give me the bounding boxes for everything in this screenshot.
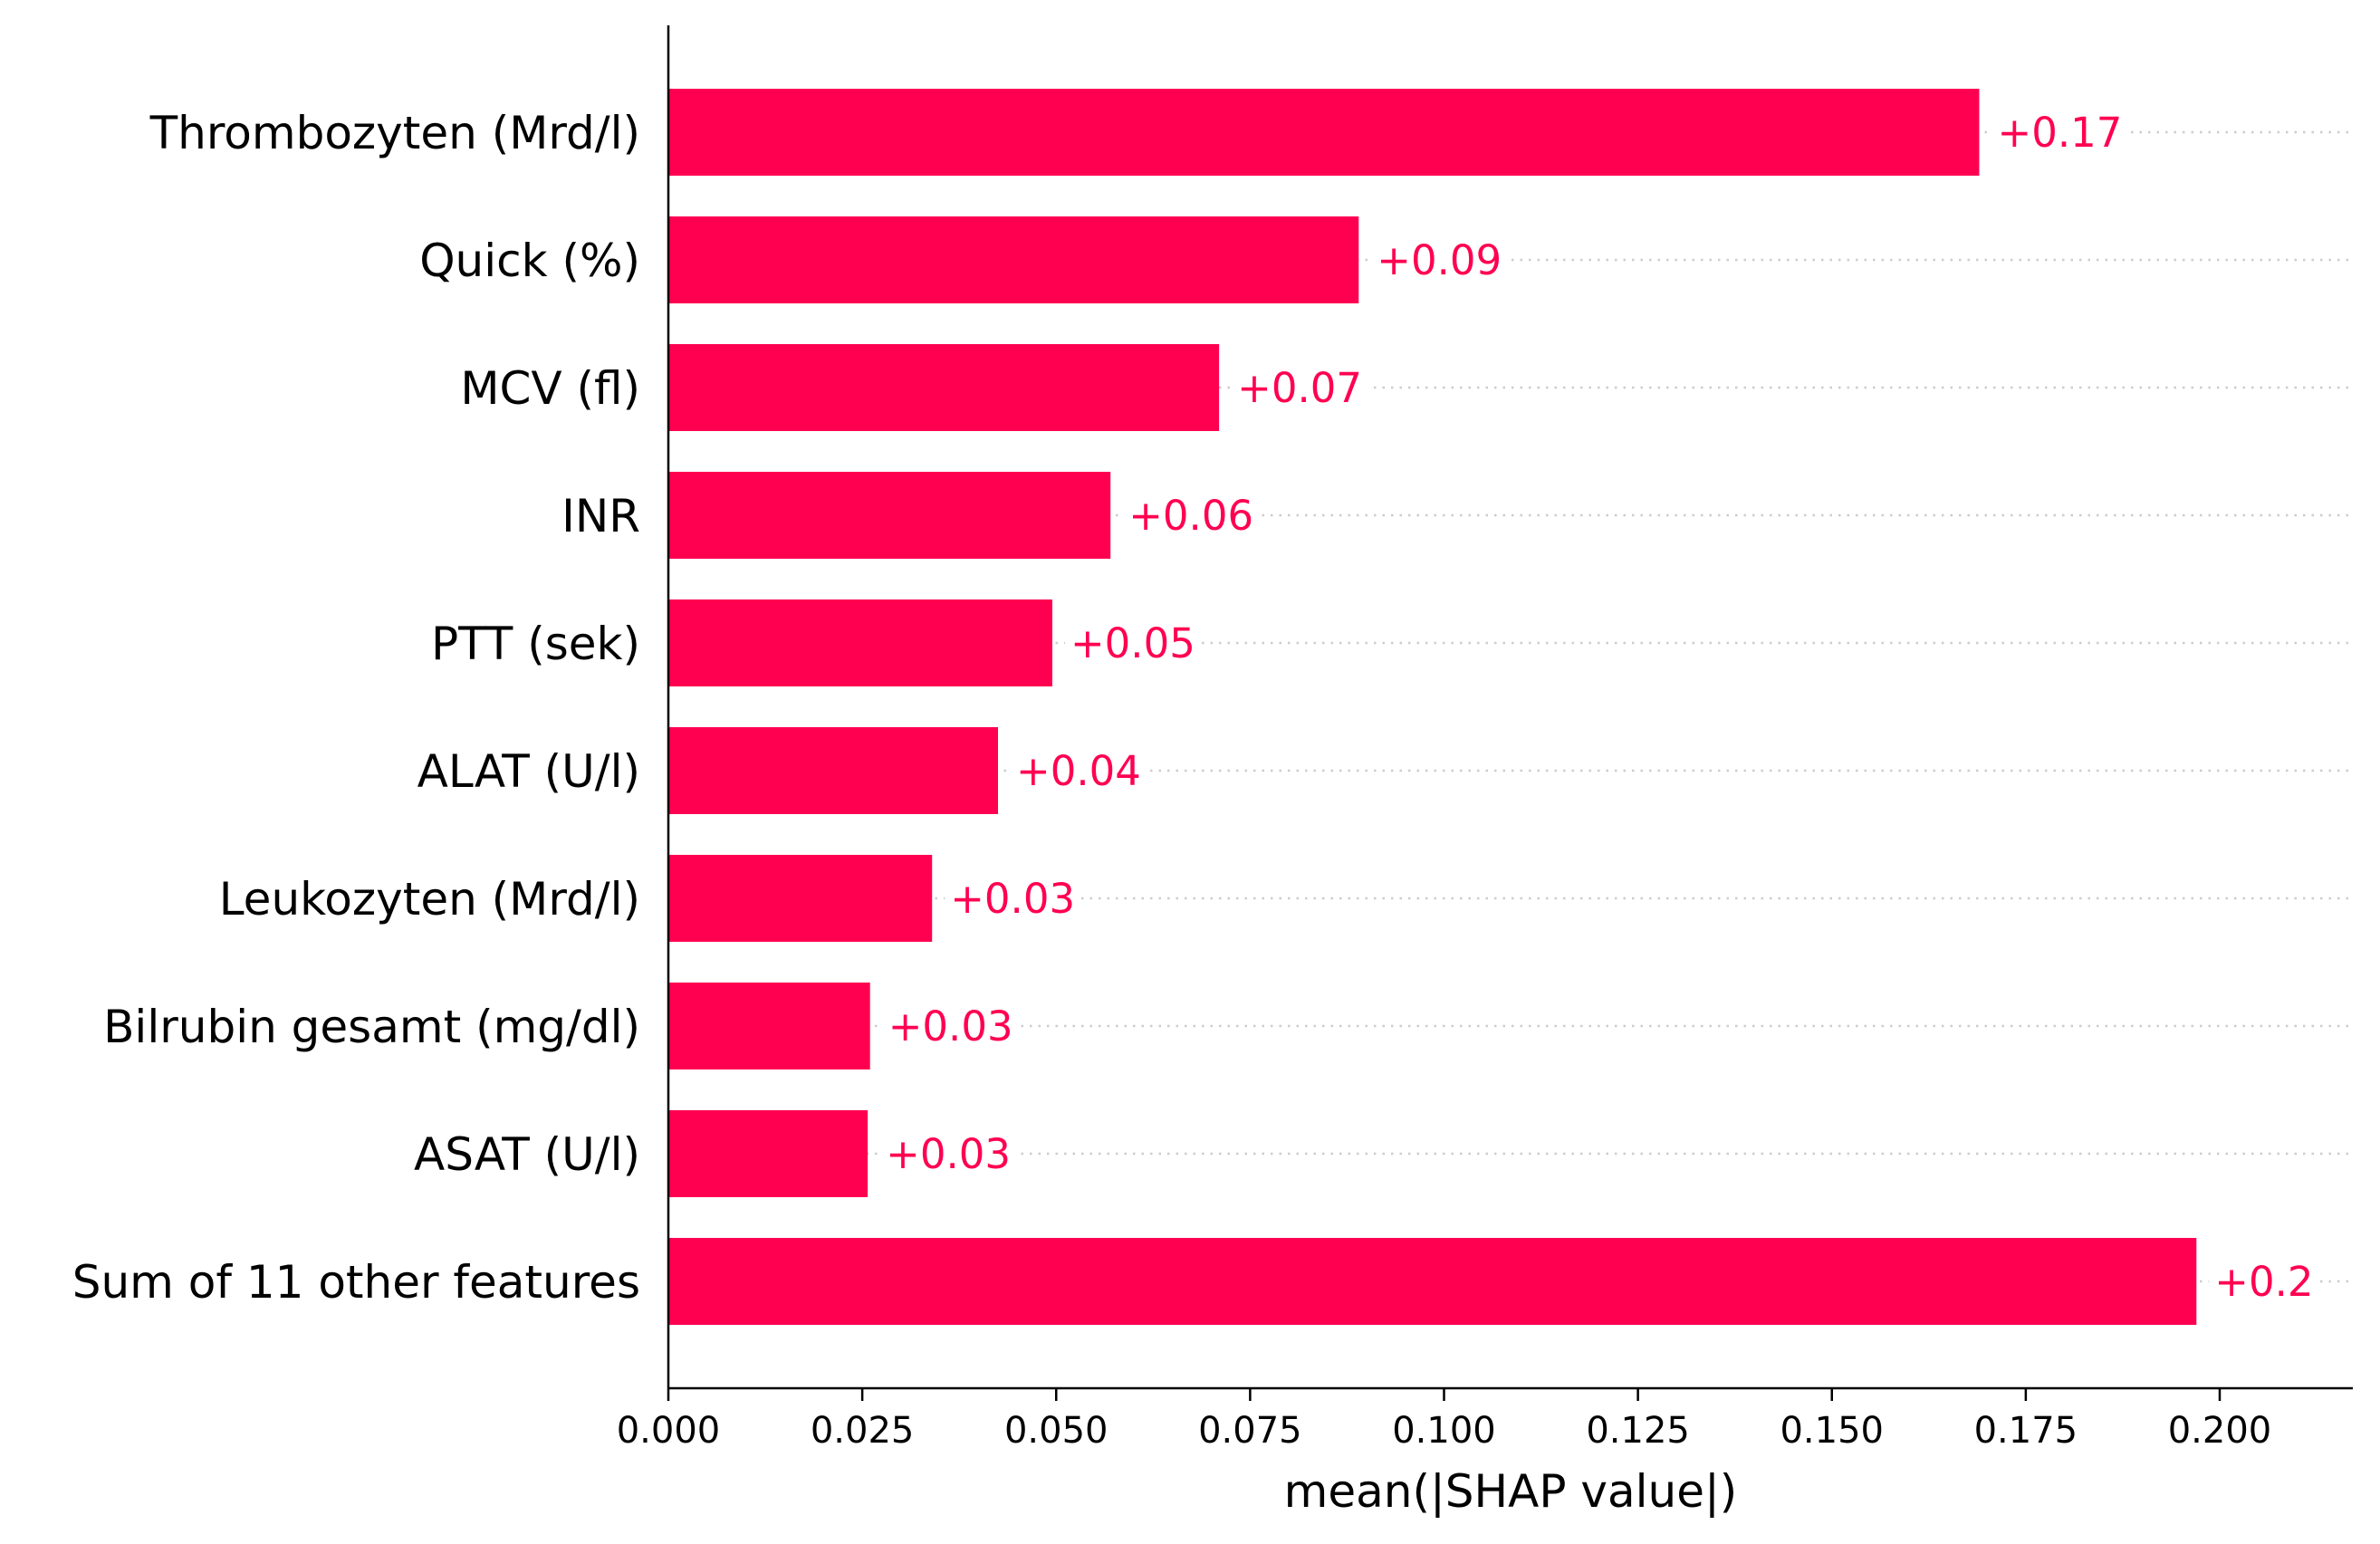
value-label: +0.03: [888, 1002, 1013, 1050]
category-label: Quick (%): [419, 235, 640, 287]
value-label-bg: [1064, 619, 1201, 667]
value-label-bg: [880, 1130, 1017, 1177]
category-label: MCV (fl): [460, 362, 640, 415]
category-label: ASAT (U/l): [414, 1128, 640, 1181]
value-label: +0.17: [1997, 109, 2122, 157]
value-label: +0.2: [2214, 1258, 2313, 1306]
x-axis-label: mean(|SHAP value|): [1284, 1465, 1738, 1518]
value-label-bg: [1371, 236, 1508, 283]
x-tick-label: 0.000: [617, 1410, 721, 1452]
value-label-bg: [2209, 1258, 2320, 1305]
value-label: +0.03: [886, 1130, 1011, 1178]
bar: [668, 983, 870, 1069]
value-label-bg: [1991, 109, 2128, 156]
bar: [668, 727, 999, 814]
bar: [668, 1110, 869, 1197]
category-label: Sum of 11 other features: [72, 1256, 640, 1309]
x-tick-label: 0.075: [1198, 1410, 1302, 1452]
value-label: +0.06: [1128, 492, 1253, 540]
x-tick-label: 0.025: [811, 1410, 915, 1452]
bar: [668, 599, 1052, 686]
value-label: +0.09: [1377, 236, 1502, 284]
value-label-bg: [1123, 492, 1260, 539]
category-label: ALAT (U/l): [417, 745, 640, 798]
value-label-bg: [945, 875, 1081, 922]
bar: [668, 344, 1220, 431]
category-label: Bilrubin gesamt (mg/dl): [103, 1001, 640, 1053]
value-label: +0.04: [1016, 747, 1141, 795]
category-label: Thrombozyten (Mrd/l): [149, 107, 640, 159]
bar: [668, 1238, 2197, 1325]
bar: [668, 855, 933, 942]
x-tick-label: 0.100: [1392, 1410, 1496, 1452]
x-tick-label: 0.125: [1586, 1410, 1690, 1452]
x-tick-label: 0.150: [1780, 1410, 1884, 1452]
value-label: +0.03: [950, 875, 1075, 923]
value-label: +0.07: [1237, 364, 1362, 412]
bar: [668, 216, 1359, 303]
value-label: +0.05: [1070, 619, 1195, 667]
bar: [668, 472, 1111, 559]
category-label: INR: [561, 490, 640, 542]
value-label-bg: [882, 1002, 1019, 1050]
bar: [668, 89, 1980, 176]
category-label: PTT (sek): [431, 618, 640, 670]
x-tick-label: 0.175: [1974, 1410, 2078, 1452]
value-label-bg: [1232, 364, 1368, 411]
value-label-bg: [1011, 747, 1147, 794]
x-tick-label: 0.050: [1004, 1410, 1108, 1452]
category-label: Leukozyten (Mrd/l): [219, 873, 640, 925]
x-tick-label: 0.200: [2168, 1410, 2272, 1452]
